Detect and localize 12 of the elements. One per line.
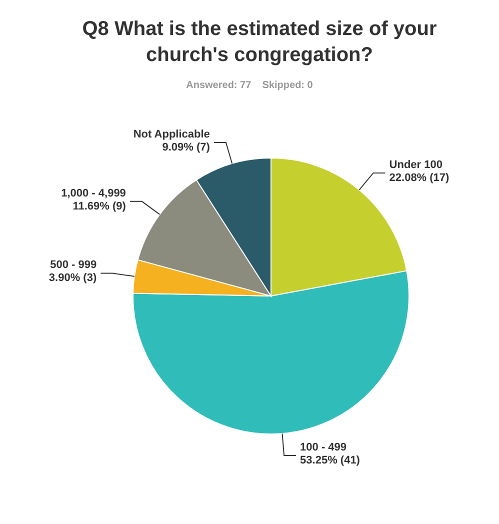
- slice-label: Not Applicable: [133, 128, 210, 140]
- slice-label: 500 - 999: [50, 259, 97, 272]
- slice-label: 100 - 499: [300, 441, 347, 454]
- slice-label: Under 100: [389, 158, 442, 171]
- data-label: 53.25% (41): [300, 454, 360, 466]
- data-label: 22.08% (17): [389, 172, 450, 184]
- data-label: 9.09% (7): [162, 141, 210, 154]
- chart-title: Q8 What is the estimated size of your church's congregation?: [81, 17, 438, 68]
- data-label: 3.90% (3): [48, 272, 97, 284]
- slice-label: 1,000 - 4,999: [61, 187, 126, 200]
- chart-subtitle: Answered: 77 Skipped: 0: [185, 80, 314, 91]
- data-label: 11.69% (9): [72, 200, 126, 212]
